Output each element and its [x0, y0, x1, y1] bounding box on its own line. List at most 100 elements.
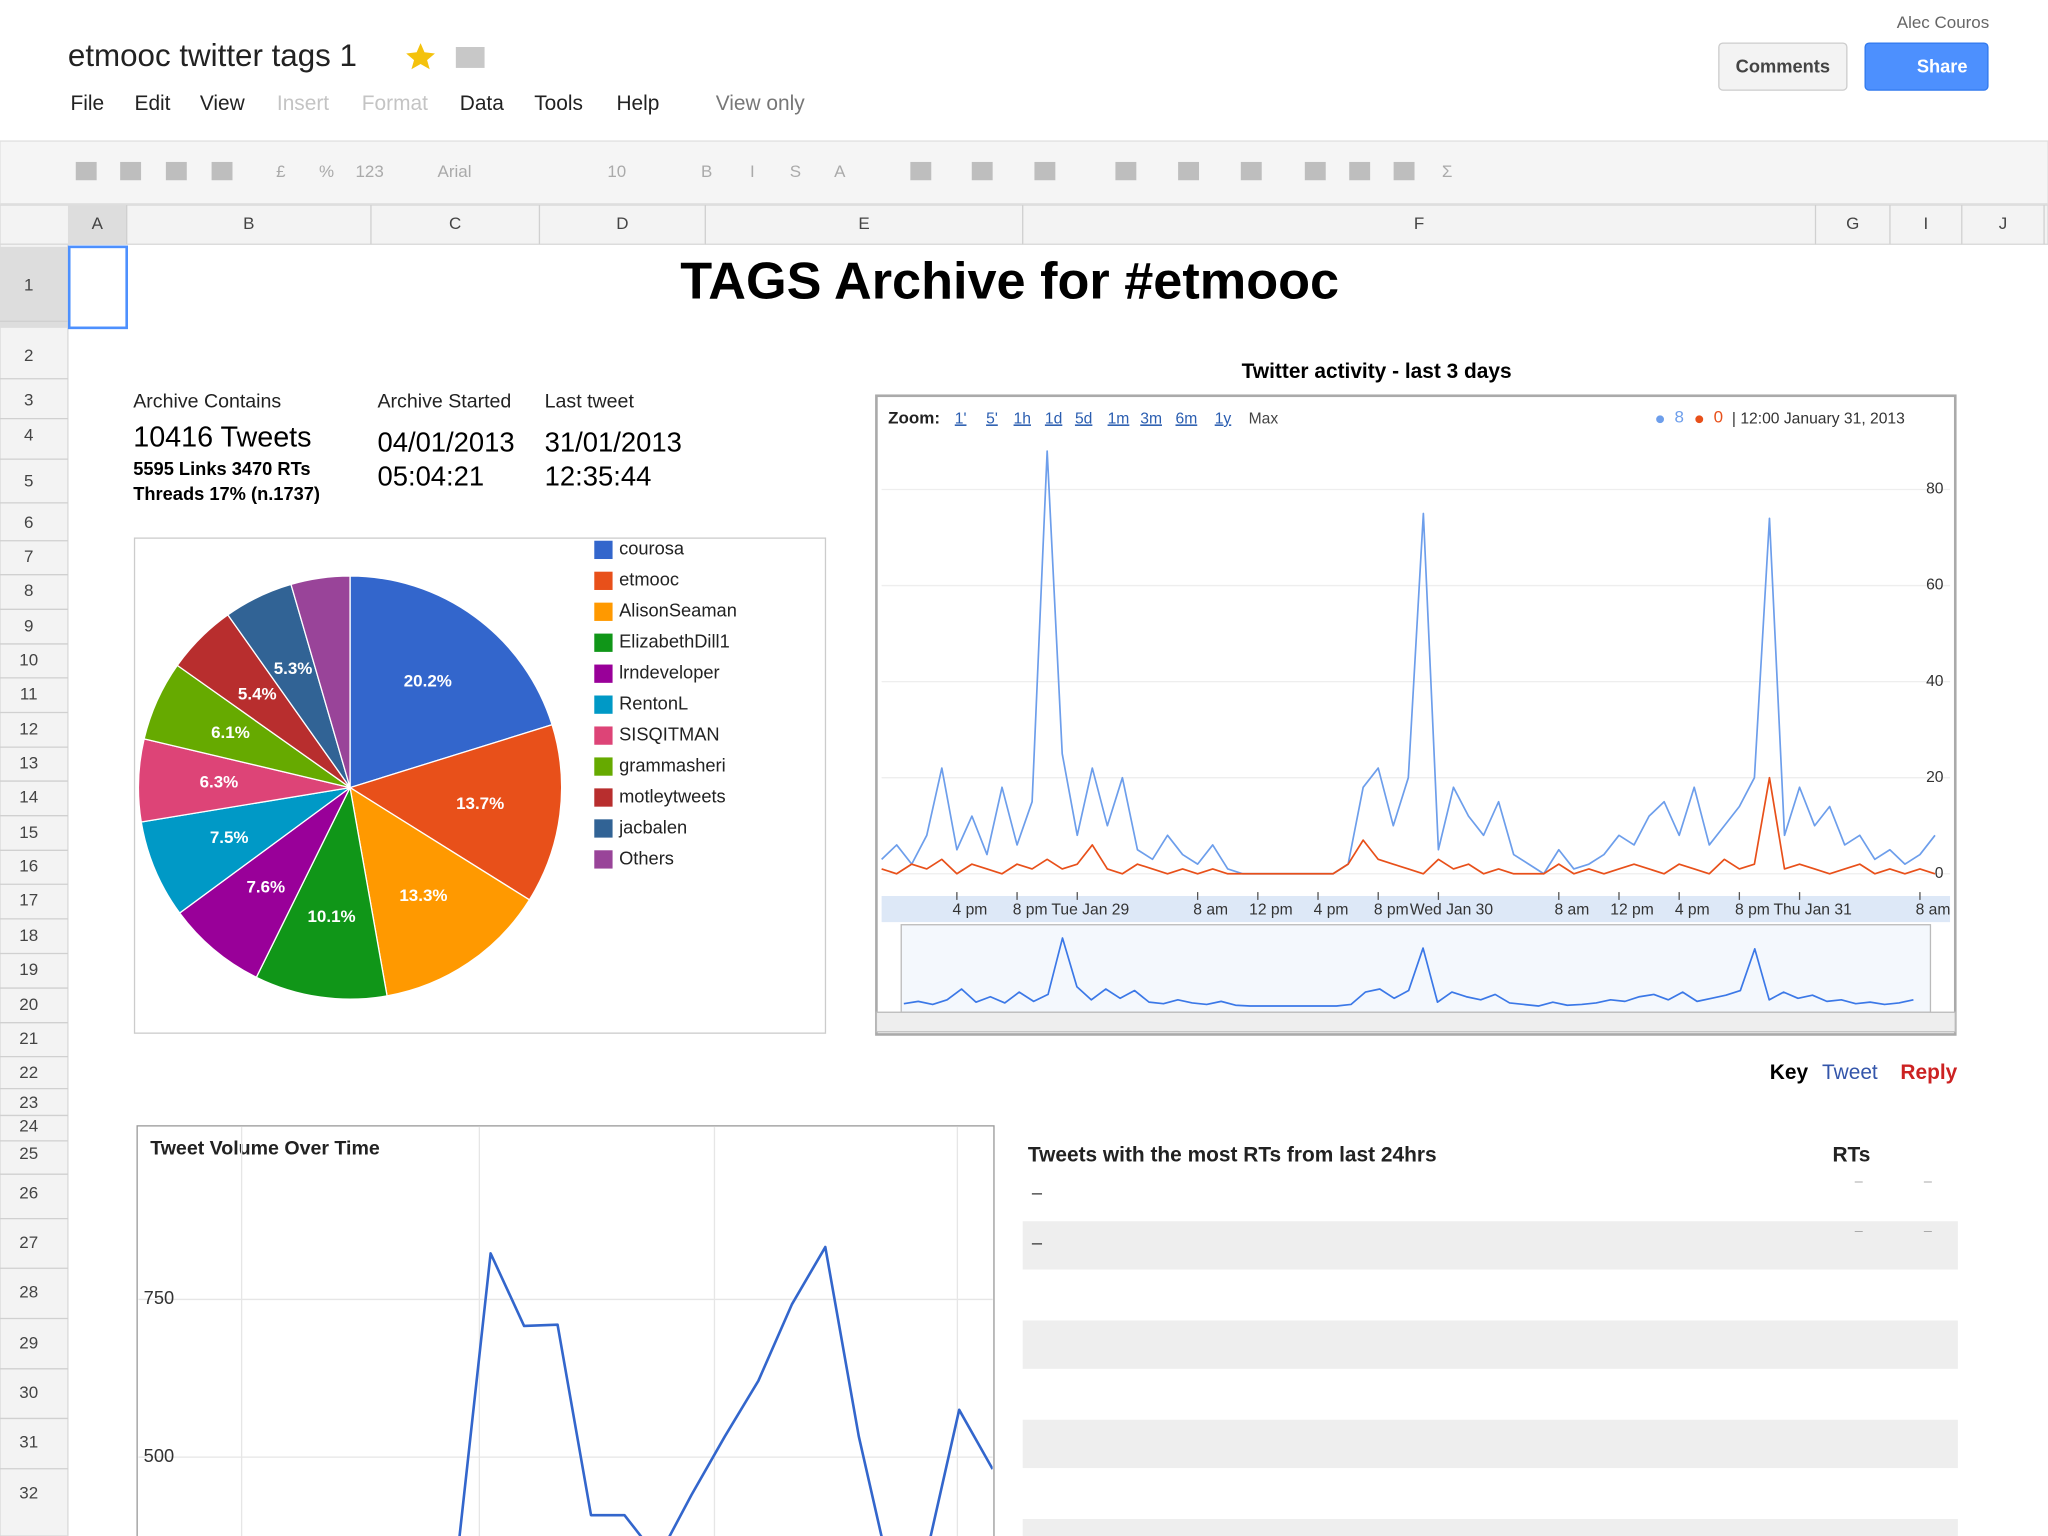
toolbar-item[interactable]: A — [834, 162, 846, 181]
toolbar-item[interactable]: £ — [276, 162, 286, 181]
y-tick-label: 60 — [1926, 577, 1944, 594]
row-header[interactable]: 25 — [19, 1144, 38, 1163]
row-header[interactable]: 15 — [19, 823, 38, 842]
column-header[interactable]: E — [858, 214, 869, 233]
zoom-link[interactable]: 1y — [1215, 410, 1232, 427]
toolbar-icon[interactable] — [1115, 161, 1137, 181]
row-header[interactable]: 6 — [24, 513, 33, 532]
menu-item[interactable]: File — [71, 92, 105, 115]
toolbar-item[interactable]: I — [750, 162, 755, 181]
column-header[interactable]: J — [1999, 214, 2007, 233]
row-header[interactable]: 14 — [19, 788, 38, 807]
menu-item[interactable]: Insert — [277, 92, 329, 115]
share-button[interactable] — [1864, 42, 1989, 91]
menu-item[interactable]: Edit — [135, 92, 171, 115]
menu-item[interactable]: Tools — [534, 92, 583, 115]
toolbar-item[interactable]: B — [701, 162, 712, 181]
row-header[interactable]: 2 — [24, 346, 33, 365]
legend-swatch — [594, 571, 613, 590]
row-header[interactable]: 17 — [19, 891, 38, 910]
toolbar-icon[interactable] — [971, 161, 993, 181]
row-header[interactable]: 4 — [24, 426, 33, 445]
selected-column-header — [67, 205, 127, 245]
activity-title: Twitter activity - last 3 days — [1242, 360, 1512, 383]
zoom-link[interactable]: 3m — [1140, 410, 1162, 427]
share-label[interactable]: Share — [1917, 56, 1968, 77]
column-header[interactable]: C — [449, 214, 461, 233]
user-name[interactable]: Alec Couros — [1897, 13, 1989, 32]
row-header[interactable]: 16 — [19, 857, 38, 876]
slice-label: 5.3% — [274, 659, 313, 678]
column-header[interactable]: D — [616, 214, 628, 233]
row-header[interactable]: 8 — [24, 581, 33, 600]
toolbar-icon[interactable] — [1393, 161, 1415, 181]
row-header[interactable]: 23 — [19, 1093, 38, 1112]
zoom-link[interactable]: 1d — [1045, 410, 1062, 427]
zoom-link[interactable]: 1h — [1014, 410, 1031, 427]
comments-label[interactable]: Comments — [1736, 56, 1830, 77]
folder-icon[interactable] — [455, 47, 485, 68]
row-header[interactable]: 20 — [19, 995, 38, 1014]
toolbar-icon[interactable] — [211, 161, 233, 181]
star-icon[interactable] — [406, 43, 435, 70]
toolbar-icon[interactable] — [1034, 161, 1056, 181]
row-header[interactable]: 12 — [19, 720, 38, 739]
toolbar-icon[interactable] — [1304, 161, 1326, 181]
toolbar-icon[interactable] — [165, 161, 187, 181]
toolbar-icon[interactable] — [1349, 161, 1371, 181]
row-header[interactable]: 11 — [20, 684, 38, 703]
toolbar-item[interactable]: 10 — [607, 162, 626, 181]
row-header[interactable]: 9 — [24, 616, 33, 635]
column-header[interactable]: G — [1846, 214, 1859, 233]
row-header[interactable]: 28 — [19, 1283, 38, 1302]
toolbar-icon[interactable] — [910, 161, 932, 181]
column-header[interactable]: I — [1924, 214, 1929, 233]
slice-label: 6.1% — [211, 723, 250, 742]
row-header[interactable]: 30 — [19, 1383, 38, 1402]
scrollbar[interactable] — [875, 1011, 1956, 1033]
toolbar-icon[interactable] — [1178, 161, 1200, 181]
row-header[interactable]: 18 — [19, 926, 38, 945]
comments-button[interactable] — [1718, 42, 1848, 91]
menu-item[interactable]: Help — [616, 92, 659, 115]
zoom-link[interactable]: 5' — [986, 410, 998, 427]
toolbar-icon[interactable] — [75, 161, 97, 181]
row-header[interactable]: 13 — [19, 754, 38, 773]
selected-cell[interactable] — [67, 245, 128, 330]
row-header[interactable]: 7 — [24, 547, 33, 566]
toolbar-icon[interactable] — [120, 161, 142, 181]
zoom-link[interactable]: Max — [1249, 410, 1279, 427]
zoom-link[interactable]: 1m — [1108, 410, 1130, 427]
row-header[interactable]: 26 — [19, 1183, 38, 1202]
row-header[interactable]: 24 — [19, 1117, 38, 1136]
zoom-link[interactable]: 1' — [955, 410, 967, 427]
zoom-link[interactable]: 5d — [1075, 410, 1092, 427]
toolbar-icon[interactable] — [1240, 161, 1262, 181]
menu-item[interactable]: Data — [460, 92, 504, 115]
toolbar-item[interactable]: 123 — [355, 162, 383, 181]
row-header[interactable]: 27 — [19, 1233, 38, 1252]
toolbar-item[interactable]: S — [790, 162, 801, 181]
row-header[interactable]: 29 — [19, 1333, 38, 1352]
menu-item[interactable]: View — [200, 92, 246, 115]
row-header[interactable]: 31 — [19, 1433, 38, 1452]
toolbar-item[interactable]: Σ — [1442, 162, 1453, 181]
toolbar-item[interactable]: % — [319, 162, 334, 181]
column-header[interactable]: B — [243, 214, 254, 233]
row-header[interactable]: 21 — [19, 1029, 38, 1048]
row-header[interactable]: 5 — [24, 471, 33, 490]
zoom-link[interactable]: 6m — [1176, 410, 1198, 427]
row-header[interactable]: 32 — [19, 1484, 38, 1503]
row-header[interactable]: 3 — [24, 390, 33, 409]
row-header[interactable]: 10 — [19, 650, 38, 669]
toolbar-item[interactable]: Arial — [438, 162, 472, 181]
row-header[interactable]: 19 — [19, 960, 38, 979]
column-header[interactable]: A — [92, 214, 104, 233]
rt-title: Tweets with the most RTs from last 24hrs — [1028, 1143, 1437, 1166]
column-header[interactable]: F — [1414, 214, 1424, 233]
row-header[interactable]: 1 — [24, 276, 33, 295]
menu-item[interactable]: Format — [362, 92, 428, 115]
rt-row-band — [1022, 1419, 1958, 1469]
archive-started-label: Archive Started — [377, 390, 511, 412]
row-header[interactable]: 22 — [19, 1063, 38, 1082]
